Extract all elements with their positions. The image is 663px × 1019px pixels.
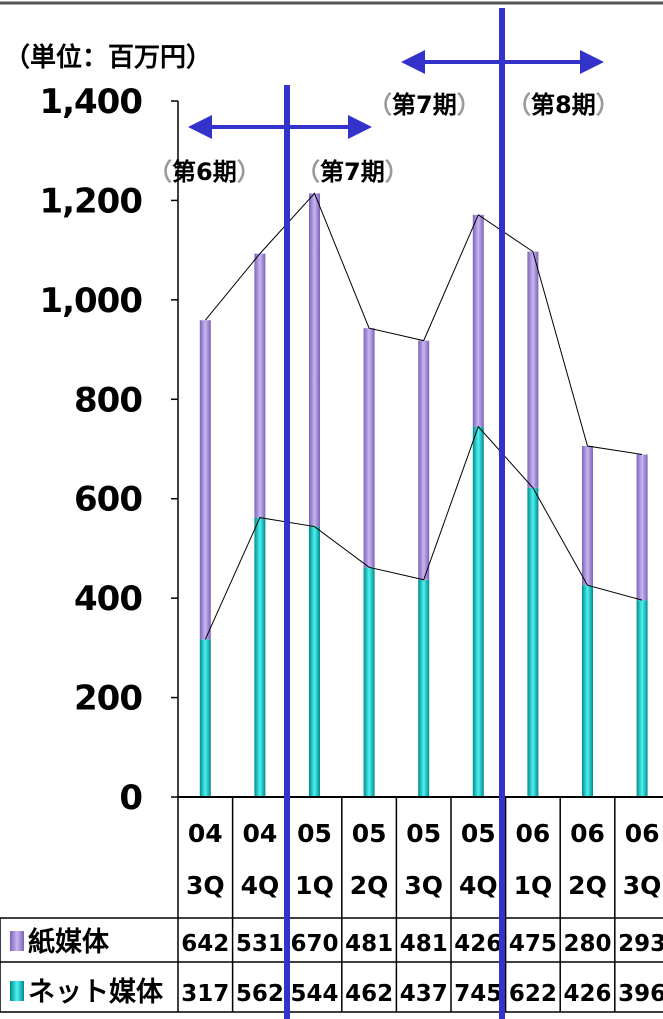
bar-net-media [199, 639, 211, 797]
period-label-left: （第7期） [368, 91, 481, 119]
table-value: 622 [509, 981, 557, 1007]
y-tick-label: 200 [74, 679, 142, 719]
category-year-label: 05 [461, 819, 496, 848]
net-media-trend-line [204, 425, 643, 640]
period-label-right: （第8期） [507, 91, 620, 119]
category-quarter-label: 4Q [241, 871, 280, 900]
bar-net-media [363, 567, 375, 797]
bar-net-media [582, 585, 593, 797]
category-quarter-label: 3Q [186, 871, 225, 900]
y-axis: 0 200 400 600 800 1,000 1,200 1,400 [39, 82, 179, 818]
category-year-label: 06 [570, 819, 605, 848]
trend-lines [204, 192, 643, 640]
category-year-label: 04 [243, 819, 278, 848]
y-tick-label: 600 [74, 480, 142, 520]
bar-paper-media [254, 253, 266, 518]
bar-paper-media [582, 446, 593, 586]
category-year-label: 06 [516, 819, 551, 848]
category-year-label: 06 [625, 819, 660, 848]
table-value: 317 [181, 981, 229, 1007]
bar-paper-media [472, 214, 484, 427]
table-value: 437 [400, 981, 448, 1007]
table-value: 293 [618, 931, 663, 957]
category-year-label: 04 [188, 819, 223, 848]
legend-swatch [10, 931, 24, 951]
data-table: 04 3Q 04 4Q 05 1Q 05 2Q 05 3Q 05 4Q 06 1Q 06 2Q 06 3Q 紙媒体 6… [0, 796, 663, 1013]
table-value: 670 [290, 931, 338, 957]
table-value: 745 [454, 981, 502, 1007]
bar-net-media [527, 487, 539, 797]
y-tick-label: 1,000 [39, 281, 142, 321]
period-label-right: （第7期） [296, 158, 409, 186]
table-value: 462 [345, 981, 393, 1007]
table-value: 426 [454, 931, 502, 957]
bars [199, 193, 648, 797]
category-year-label: 05 [297, 819, 332, 848]
y-tick-label: 0 [119, 778, 142, 818]
category-quarter-label: 1Q [514, 871, 553, 900]
table-value: 475 [509, 931, 557, 957]
table-value: 481 [345, 931, 393, 957]
bar-net-media [418, 579, 430, 797]
category-quarter-label: 1Q [295, 871, 334, 900]
bar-paper-media [418, 340, 430, 580]
category-quarter-label: 2Q [350, 871, 389, 900]
table-value: 481 [400, 931, 448, 957]
legend-label: 紙媒体 [28, 926, 110, 958]
unit-label: （単位：百万円） [4, 42, 212, 73]
category-quarter-label: 3Q [623, 871, 662, 900]
bar-paper-media [527, 251, 539, 488]
table-value: 396 [618, 981, 663, 1007]
bar-net-media [309, 526, 320, 797]
table-value: 280 [563, 931, 611, 957]
table-value: 562 [236, 981, 284, 1007]
y-tick-label: 1,400 [39, 82, 142, 122]
bar-paper-media [363, 328, 375, 568]
category-quarter-label: 3Q [404, 871, 443, 900]
y-tick-label: 800 [74, 380, 142, 420]
bar-net-media [472, 426, 484, 797]
y-tick-label: 1,200 [39, 181, 142, 221]
y-tick-label: 400 [74, 579, 142, 619]
period-label-left: （第6期） [148, 158, 261, 186]
bar-paper-media [309, 193, 320, 527]
bar-paper-media [636, 454, 648, 601]
category-quarter-label: 2Q [568, 871, 607, 900]
category-year-label: 05 [406, 819, 441, 848]
category-year-label: 05 [352, 819, 387, 848]
legend-label: ネット媒体 [28, 976, 164, 1008]
total-trend-line [204, 192, 643, 455]
bar-paper-media [199, 320, 211, 640]
bar-net-media [254, 517, 266, 797]
category-quarter-label: 4Q [459, 871, 498, 900]
legend-swatch [10, 981, 24, 1001]
table-value: 426 [563, 981, 611, 1007]
period-markers: （第6期） （第7期） （第7期） （第8期） [148, 8, 620, 1019]
bar-net-media [636, 600, 648, 797]
table-value: 544 [290, 981, 338, 1007]
table-value: 642 [181, 931, 229, 957]
table-value: 531 [236, 931, 284, 957]
